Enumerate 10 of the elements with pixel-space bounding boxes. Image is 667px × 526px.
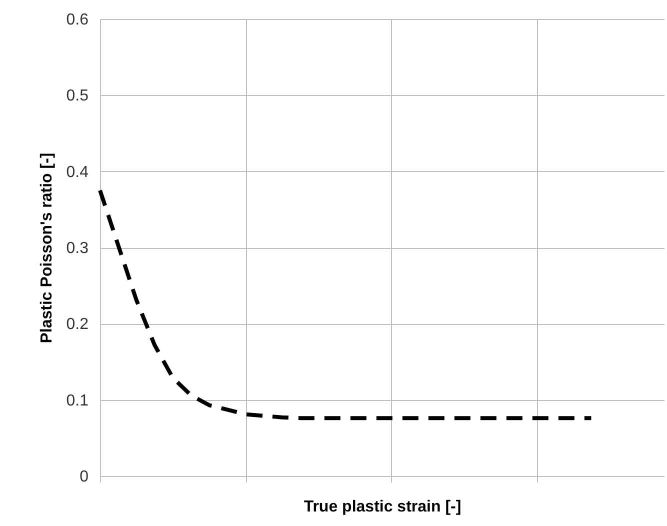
- y-tick-label: 0.5: [66, 88, 89, 105]
- y-tick-label: 0.1: [66, 392, 89, 410]
- y-tick-label: 0.4: [66, 164, 89, 181]
- line-series: [98, 188, 594, 420]
- y-tick-label: 0.3: [66, 240, 89, 257]
- y-tick-label: 0: [80, 468, 89, 486]
- y-tick-label: 0.6: [66, 12, 89, 28]
- y-tick-label: 0.2: [66, 316, 89, 334]
- y-axis-title: Plastic Poisson's ratio [-]: [38, 152, 56, 344]
- x-axis-title: True plastic strain [-]: [304, 498, 462, 516]
